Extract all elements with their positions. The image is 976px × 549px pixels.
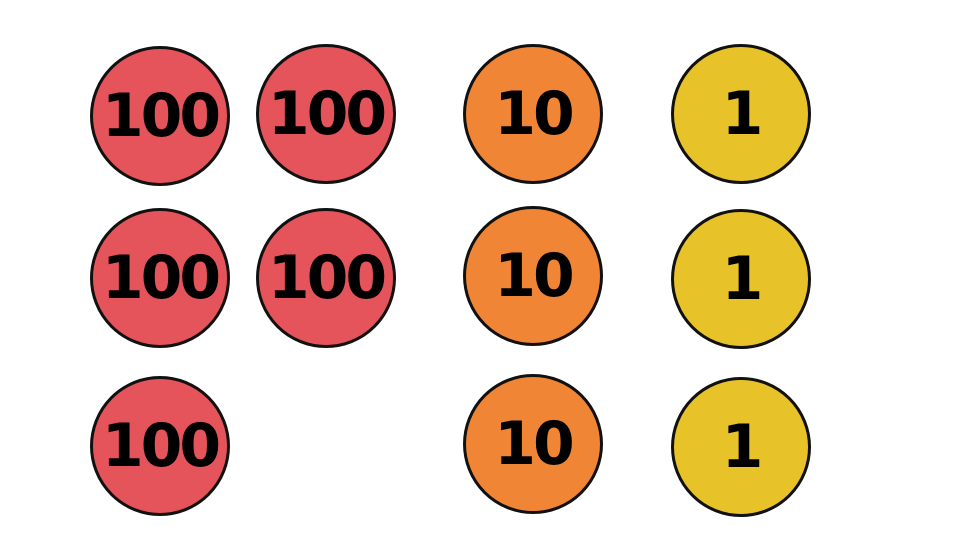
- counter-hundreds: 100: [90, 46, 230, 186]
- counter-ones: 1: [671, 377, 811, 517]
- counter-hundreds: 100: [90, 208, 230, 348]
- counter-tens: 10: [463, 206, 603, 346]
- counter-tens: 10: [463, 44, 603, 184]
- counter-hundreds: 100: [90, 376, 230, 516]
- counter-ones: 1: [671, 209, 811, 349]
- counter-tens: 10: [463, 374, 603, 514]
- counter-ones: 1: [671, 44, 811, 184]
- counter-hundreds: 100: [256, 44, 396, 184]
- counter-hundreds: 100: [256, 208, 396, 348]
